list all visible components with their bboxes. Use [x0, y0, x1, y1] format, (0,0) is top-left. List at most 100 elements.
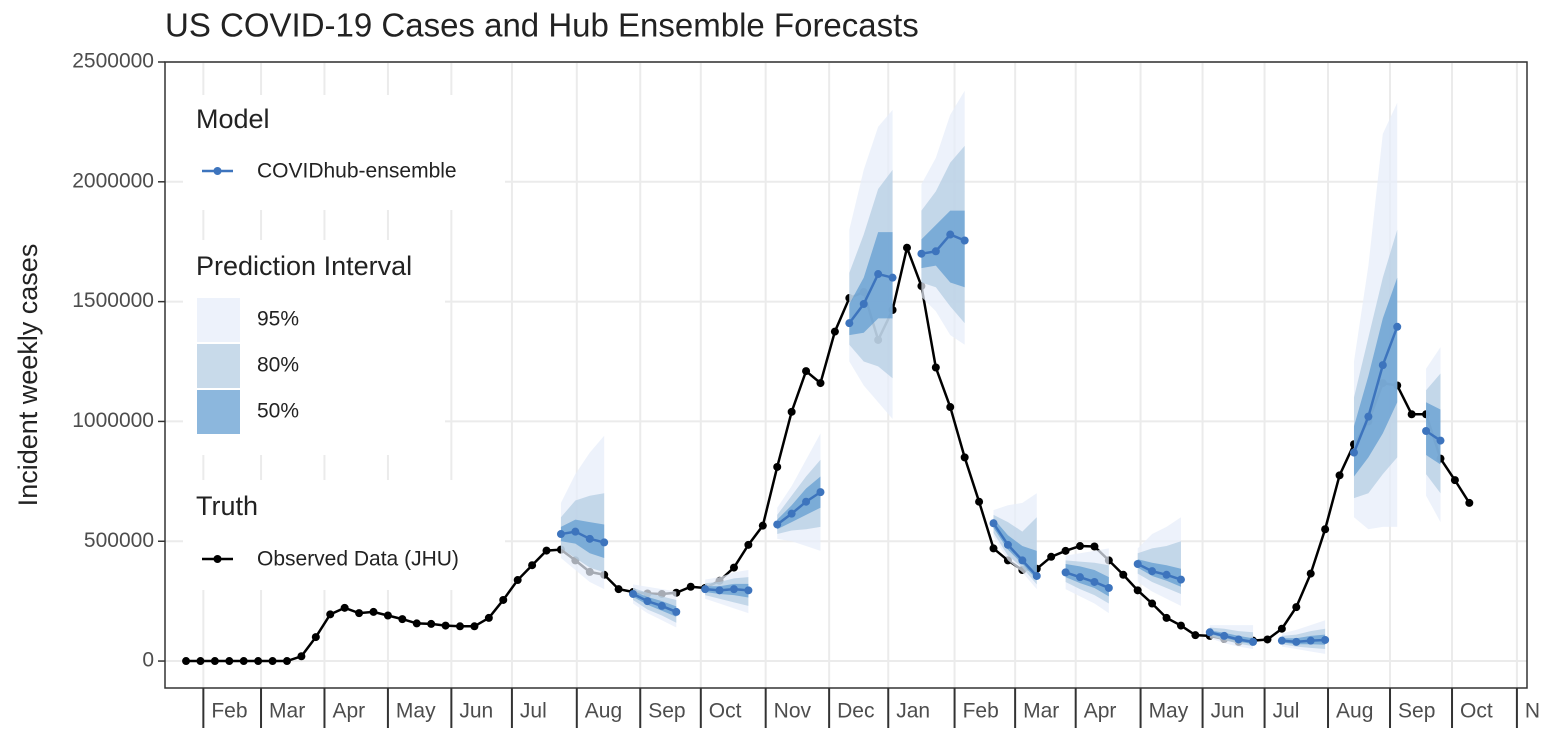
forecast-point	[744, 586, 753, 595]
truth-point	[499, 595, 508, 604]
legend-swatch	[197, 298, 240, 342]
truth-point	[989, 544, 998, 553]
forecast-point	[917, 249, 926, 258]
forecast-point	[859, 300, 868, 309]
forecast-line	[1065, 571, 1110, 590]
x-tick-label: Jun	[459, 700, 493, 723]
truth-point	[355, 609, 364, 618]
forecast-point	[600, 538, 609, 547]
legend-swatch	[197, 390, 240, 434]
truth-point	[268, 657, 277, 666]
forecast-point	[1076, 573, 1085, 582]
forecast-point	[773, 520, 782, 529]
forecast-point	[1148, 567, 1157, 576]
forecast-point	[989, 519, 998, 528]
forecast-line	[848, 272, 893, 324]
x-tick-label: Jan	[896, 700, 930, 723]
forecast-point	[787, 509, 796, 518]
legend-point	[213, 555, 222, 563]
truth-point	[1335, 471, 1344, 480]
forecast-point	[715, 586, 724, 595]
truth-point	[1321, 525, 1330, 534]
truth-point	[427, 619, 436, 628]
forecast-point	[571, 527, 580, 536]
forecast-point	[1436, 436, 1445, 445]
forecast-line	[1137, 562, 1182, 581]
truth-point	[729, 563, 738, 572]
truth-point	[311, 633, 320, 642]
truth-point	[960, 453, 969, 462]
truth-point	[1148, 599, 1157, 608]
truth-point	[282, 657, 291, 666]
forecast-point	[1292, 637, 1301, 646]
truth-point	[931, 363, 940, 372]
truth-point	[1450, 476, 1459, 485]
truth-point	[398, 615, 407, 624]
x-tick-label: May	[396, 700, 436, 723]
truth-point	[528, 561, 537, 570]
legend-point	[213, 167, 222, 175]
forecast-point	[643, 597, 652, 606]
forecast-point	[1321, 635, 1330, 644]
legend-title: Truth	[196, 491, 258, 521]
truth-point	[441, 621, 450, 630]
forecast-point	[585, 534, 594, 543]
forecast-point	[629, 589, 638, 598]
x-tick-label: May	[1149, 700, 1189, 723]
truth-point	[686, 582, 695, 591]
forecast-point	[1133, 559, 1142, 568]
truth-point	[1090, 542, 1099, 551]
forecast-line	[1352, 326, 1399, 454]
truth-point	[902, 243, 911, 252]
forecast-line	[776, 491, 822, 526]
truth-point	[542, 546, 551, 555]
truth-point	[369, 607, 378, 616]
truth-point	[1263, 635, 1272, 644]
forecast-point	[1162, 570, 1171, 579]
interval-band	[921, 210, 965, 288]
truth-point	[614, 585, 623, 594]
x-tick-label: Nov	[774, 700, 812, 723]
truth-point	[456, 622, 465, 631]
truth-point	[470, 622, 479, 631]
forecast-point	[1220, 631, 1229, 640]
truth-point	[340, 603, 349, 612]
truth-point	[1076, 542, 1085, 551]
x-tick-label: Aug	[585, 700, 622, 723]
y-tick-label: 2500000	[72, 50, 154, 73]
truth-point	[297, 652, 306, 661]
truth-point	[210, 657, 219, 666]
truth-point	[1292, 603, 1301, 612]
forecast-point	[1032, 571, 1041, 580]
forecast-point	[1234, 635, 1243, 644]
x-tick-label: Aug	[1336, 700, 1373, 723]
legend-label: 80%	[257, 354, 299, 377]
legend-title: Model	[196, 104, 270, 134]
legend-background	[183, 480, 505, 590]
truth-point	[182, 657, 191, 666]
forecast-point	[802, 497, 811, 506]
truth-point	[1407, 410, 1416, 419]
truth-point	[1306, 569, 1315, 578]
forecast-point	[1104, 583, 1113, 592]
truth-point	[326, 610, 335, 619]
forecast-point	[1378, 361, 1387, 370]
x-tick-label: Mar	[1023, 700, 1059, 723]
truth-point	[975, 497, 984, 506]
truth-point	[484, 613, 493, 622]
legend-swatch	[197, 344, 240, 388]
truth-point	[225, 657, 234, 666]
truth-point	[758, 521, 767, 530]
legend-label: COVIDhub-ensemble	[257, 160, 457, 183]
interval-band	[1426, 402, 1441, 465]
truth-point	[1119, 570, 1128, 579]
x-tick-label: Dec	[837, 700, 874, 723]
forecast-point	[1277, 636, 1286, 645]
forecast-point	[657, 601, 666, 610]
forecast-point	[1061, 568, 1070, 577]
truth-point	[816, 379, 825, 388]
y-tick-label: 0	[142, 649, 154, 672]
truth-point	[383, 611, 392, 620]
forecast-point	[816, 488, 825, 497]
truth-point	[239, 657, 248, 666]
